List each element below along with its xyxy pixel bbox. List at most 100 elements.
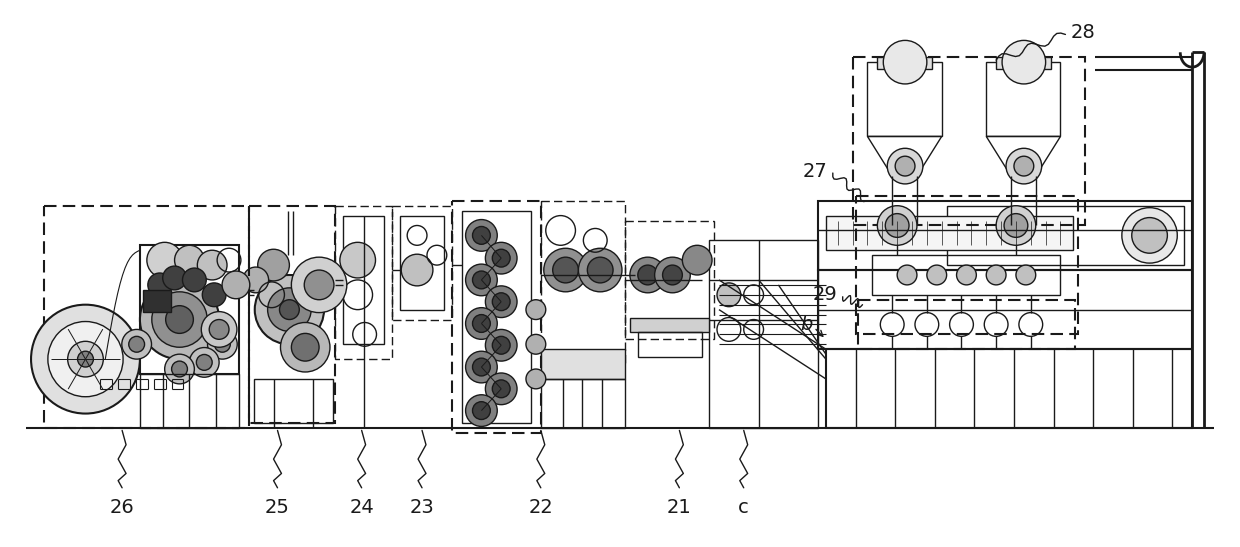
- Circle shape: [148, 273, 171, 297]
- Circle shape: [682, 245, 712, 275]
- Bar: [873, 255, 1060, 295]
- Circle shape: [544, 248, 588, 292]
- Circle shape: [48, 322, 123, 397]
- Text: 23: 23: [409, 498, 434, 517]
- Circle shape: [1006, 148, 1042, 184]
- Text: 28: 28: [1070, 23, 1095, 42]
- Bar: [818, 201, 1192, 270]
- Text: 27: 27: [804, 161, 828, 181]
- Bar: [541, 349, 625, 379]
- Circle shape: [465, 395, 497, 427]
- Circle shape: [291, 257, 347, 312]
- Bar: [541, 379, 625, 428]
- Bar: [996, 57, 1050, 69]
- Bar: [858, 300, 1075, 349]
- Circle shape: [485, 329, 517, 361]
- Circle shape: [182, 268, 206, 292]
- Bar: [342, 216, 384, 344]
- Circle shape: [31, 305, 140, 414]
- Circle shape: [895, 156, 915, 176]
- Circle shape: [883, 40, 926, 84]
- Circle shape: [472, 226, 490, 245]
- Circle shape: [243, 267, 269, 293]
- Circle shape: [175, 245, 205, 275]
- Text: b: b: [801, 315, 813, 334]
- Circle shape: [1002, 40, 1045, 84]
- Circle shape: [210, 319, 229, 339]
- Circle shape: [986, 265, 1006, 285]
- Circle shape: [1132, 218, 1167, 253]
- Circle shape: [201, 312, 237, 347]
- Bar: [868, 62, 941, 136]
- Circle shape: [655, 257, 691, 293]
- Text: c: c: [738, 498, 749, 517]
- Circle shape: [291, 333, 319, 361]
- Circle shape: [485, 373, 517, 405]
- Circle shape: [465, 351, 497, 383]
- Circle shape: [268, 288, 311, 331]
- Bar: [826, 349, 1192, 428]
- Circle shape: [1004, 214, 1028, 237]
- Circle shape: [68, 341, 103, 377]
- Circle shape: [340, 242, 376, 278]
- Bar: [853, 57, 1085, 225]
- Circle shape: [465, 219, 497, 251]
- Circle shape: [662, 265, 682, 285]
- Circle shape: [215, 336, 231, 352]
- Bar: [335, 206, 392, 359]
- Bar: [249, 206, 335, 423]
- Circle shape: [526, 300, 546, 319]
- Circle shape: [171, 361, 187, 377]
- Text: 21: 21: [667, 498, 692, 517]
- Circle shape: [878, 206, 916, 245]
- Bar: [541, 201, 625, 364]
- Circle shape: [885, 214, 909, 237]
- Bar: [946, 206, 1184, 265]
- Text: 29: 29: [813, 286, 838, 304]
- Circle shape: [254, 275, 324, 344]
- Circle shape: [526, 369, 546, 389]
- Circle shape: [578, 248, 622, 292]
- Bar: [461, 211, 531, 423]
- Circle shape: [465, 264, 497, 296]
- Circle shape: [637, 265, 657, 285]
- Bar: [401, 216, 444, 310]
- Circle shape: [898, 265, 916, 285]
- Circle shape: [196, 354, 212, 370]
- Circle shape: [1122, 208, 1177, 263]
- Circle shape: [197, 250, 227, 280]
- Circle shape: [588, 257, 613, 283]
- Circle shape: [553, 257, 578, 283]
- Bar: [818, 270, 1192, 349]
- Circle shape: [472, 358, 490, 376]
- Circle shape: [472, 401, 490, 420]
- Circle shape: [165, 354, 195, 384]
- Bar: [625, 220, 714, 339]
- Bar: [254, 379, 334, 423]
- Circle shape: [956, 265, 976, 285]
- Bar: [140, 245, 239, 374]
- Circle shape: [280, 323, 330, 372]
- Bar: [392, 206, 451, 319]
- Circle shape: [472, 271, 490, 289]
- Text: 25: 25: [265, 498, 290, 517]
- Circle shape: [472, 315, 490, 333]
- Circle shape: [465, 307, 497, 339]
- Circle shape: [207, 329, 237, 359]
- Bar: [826, 216, 1074, 250]
- Circle shape: [140, 280, 219, 359]
- Bar: [709, 240, 818, 428]
- Circle shape: [304, 270, 334, 300]
- Circle shape: [1016, 265, 1035, 285]
- Circle shape: [926, 265, 946, 285]
- Circle shape: [717, 283, 740, 307]
- Bar: [143, 290, 171, 312]
- Circle shape: [402, 254, 433, 286]
- Circle shape: [492, 336, 510, 354]
- Circle shape: [492, 293, 510, 311]
- Circle shape: [146, 242, 182, 278]
- Bar: [451, 201, 541, 433]
- Circle shape: [526, 334, 546, 354]
- Circle shape: [202, 283, 226, 307]
- Circle shape: [166, 306, 193, 333]
